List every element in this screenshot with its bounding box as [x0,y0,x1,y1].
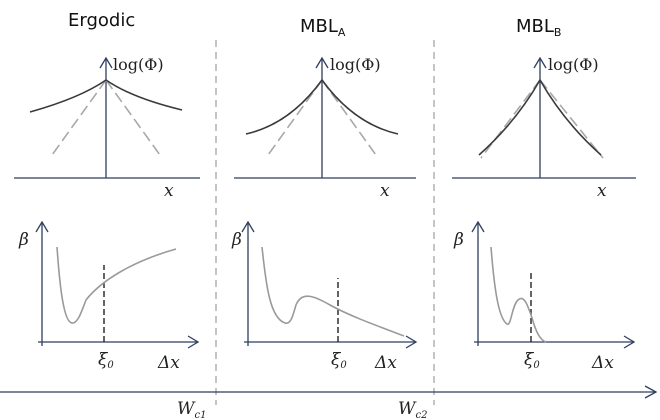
reference-line-right [539,79,604,159]
beta-curve [56,246,177,324]
y-axis-label: log(Φ) [330,55,381,74]
y-axis-arrow-icon [533,56,547,69]
panel-ergodic: Ergodic log(Φ) x β Δx ξ0 [14,10,200,373]
y-axis-arrow-icon [35,220,49,233]
decay-curve [29,79,183,113]
panel-title-mbl-a: MBLA [300,16,346,39]
x-axis-arrow-icon [405,335,418,349]
bottom-plot-mbl-b: β Δx ξ0 [453,220,636,373]
y-axis-label: log(Φ) [548,55,599,74]
disorder-axis-arrow-icon [644,385,658,399]
beta-curve [261,246,405,337]
beta-curve [490,246,547,343]
reference-line-left [480,79,541,159]
y-axis-label: β [231,230,242,250]
x-axis-label: x [597,181,607,201]
disorder-axis: Wc1 Wc2 [0,385,658,420]
x-axis-label: Δx [374,353,397,373]
top-plot-mbl-a: log(Φ) x [234,55,416,201]
x-axis-label: x [164,181,174,201]
bottom-plot-ergodic: β Δx ξ0 [18,220,200,373]
top-plot-mbl-b: log(Φ) x [452,55,636,201]
y-axis-label: β [453,230,464,250]
panel-mbl-a: MBLA log(Φ) x β Δx ξ0 [231,16,418,373]
xi-marker-label: ξ0 [331,350,347,371]
y-axis-label: β [18,230,29,250]
reference-line-left [51,79,107,156]
xi-marker-label: ξ0 [98,350,114,371]
y-axis-arrow-icon [99,56,113,69]
y-axis-arrow-icon [315,56,329,69]
x-axis-label: x [380,181,390,201]
top-plot-ergodic: log(Φ) x [14,55,200,201]
reference-line-right [105,79,161,156]
transition-label-wc2: Wc2 [398,399,427,420]
x-axis-label: Δx [157,353,180,373]
xi-marker-label: ξ0 [524,350,540,371]
bottom-plot-mbl-a: β Δx ξ0 [231,220,418,373]
y-axis-label: log(Φ) [113,55,164,74]
panel-title-mbl-b: MBLB [516,16,561,39]
transition-label-wc1: Wc1 [177,399,206,420]
decay-curve [478,78,602,156]
panel-title-ergodic: Ergodic [68,10,135,31]
x-axis-arrow-icon [187,335,200,349]
y-axis-arrow-icon [471,220,485,233]
x-axis-arrow-icon [623,335,636,349]
decay-curve [245,78,399,135]
panel-mbl-b: MBLB log(Φ) x β Δx ξ0 [452,16,636,373]
x-axis-label: Δx [591,353,614,373]
y-axis-arrow-icon [241,220,255,233]
